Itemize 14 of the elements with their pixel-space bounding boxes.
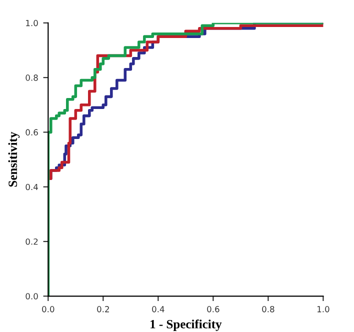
y-tick-label: 1.0 [26,20,38,26]
y-tick-label: 0.6 [26,129,38,136]
x-tick-label: 1.0 [317,306,330,312]
x-tick-label: 0.6 [207,306,220,312]
y-tick-label: 0.8 [26,74,38,81]
y-tick-label: 0.0 [26,293,38,300]
y-tick-label: 0.4 [26,184,38,190]
x-tick-label: 0.8 [262,306,274,312]
x-axis-title: 1 - Specificity [150,319,222,331]
x-tick-label: 0.4 [152,306,164,312]
x-tick-label: 0.2 [97,306,109,312]
y-axis-title: Sensitivity [8,132,20,187]
x-tick-label: 0.0 [42,306,54,312]
y-tick-label: 0.2 [26,238,38,245]
